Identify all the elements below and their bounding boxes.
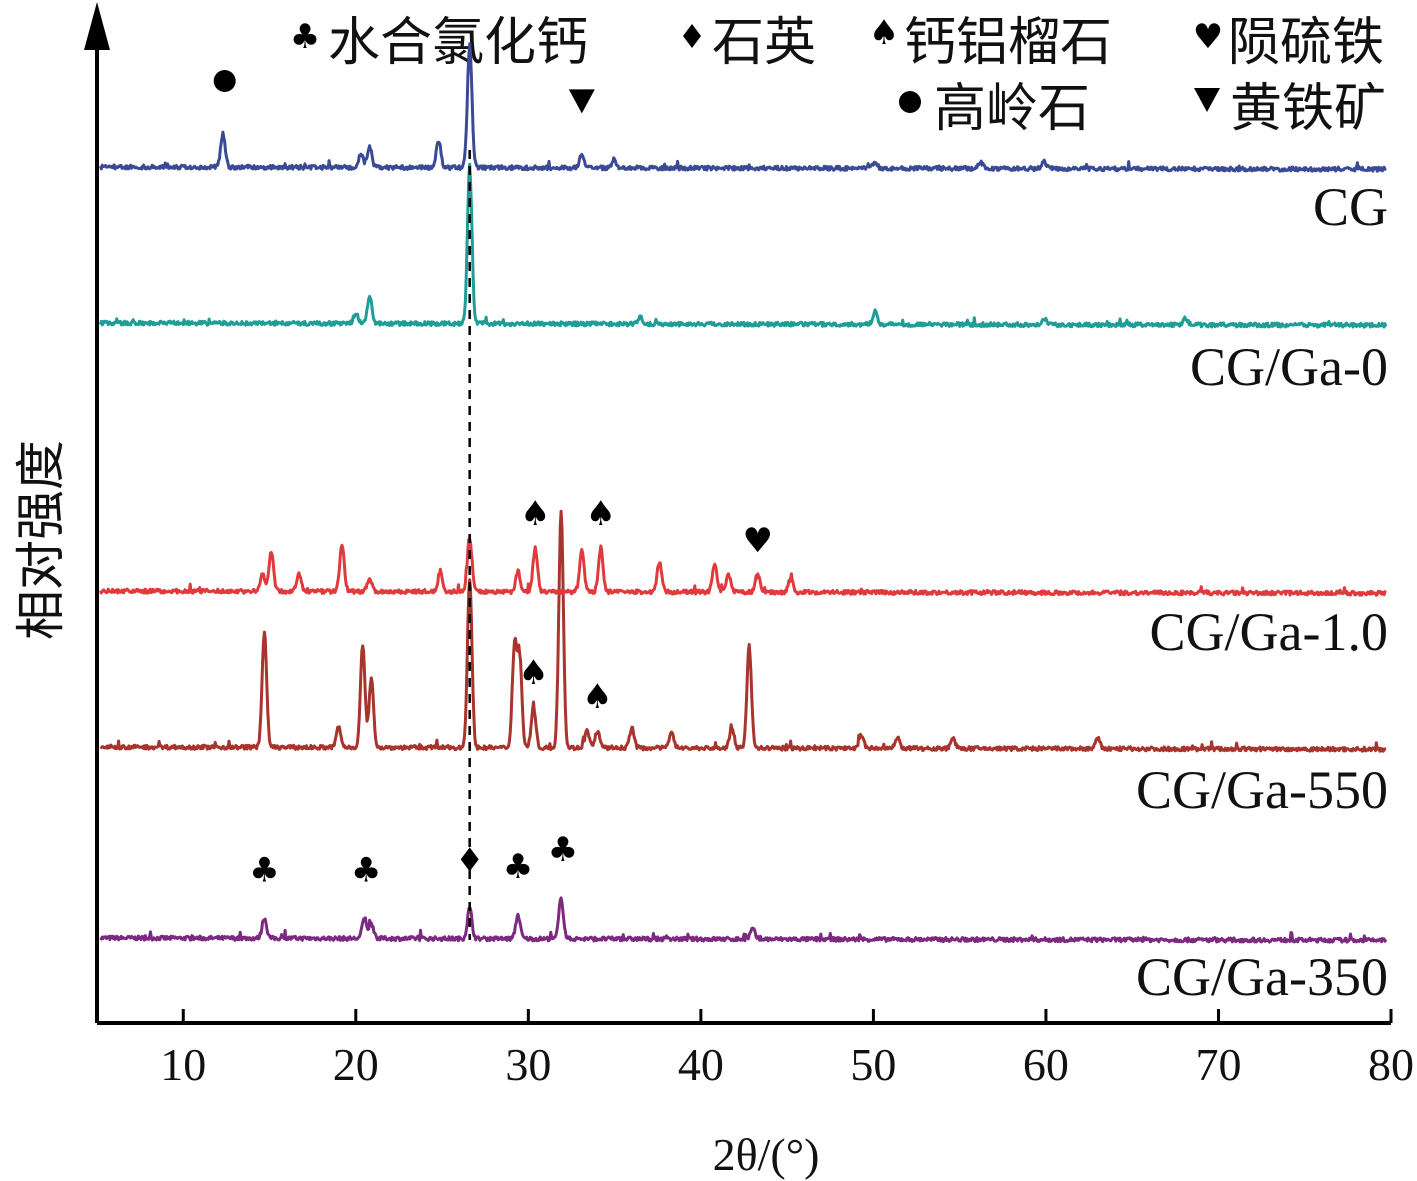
spade-marker: ♠ [586, 494, 616, 534]
series-layer: CG/Ga-350 CG/Ga-550 CG/Ga-1.0 CG/Ga-0 CG [99, 42, 1388, 1007]
legend-entry: ♠ 钙铝榴石 [869, 13, 1112, 72]
diamond-marker [683, 24, 701, 48]
legend-entry: ♥ 陨硫铁 [1193, 15, 1384, 72]
circle-marker [899, 91, 921, 113]
legend-label: 黄铁矿 [1230, 81, 1386, 138]
x-tick-label: 10 [160, 1039, 206, 1090]
x-ticks: 10 20 30 40 50 60 70 80 [160, 1009, 1414, 1090]
legend-label: 水合氯化钙 [328, 15, 588, 72]
triangle-down-marker [1194, 88, 1220, 112]
legend-entry: 黄铁矿 [1194, 81, 1386, 138]
club-marker: ♣ [249, 851, 279, 891]
legend-label: 石英 [712, 15, 816, 72]
series-label: CG/Ga-350 [1136, 947, 1388, 1007]
legend-entry: 高岭石 [899, 81, 1090, 138]
circle-marker [213, 70, 236, 92]
series-line [99, 896, 1388, 944]
y-axis-title: 相对强度 [12, 440, 70, 640]
marker-layer: ♣ ♣ ♣ ♣ ♠ ♠ ♠ ♠ ♥ [213, 70, 773, 891]
x-tick-label: 40 [678, 1039, 724, 1090]
x-tick-label: 50 [850, 1039, 896, 1090]
series-line [99, 509, 1387, 753]
series-label: CG/Ga-550 [1136, 760, 1388, 820]
spade-marker: ♠ [518, 653, 548, 693]
club-marker: ♣ [290, 17, 320, 57]
series-line [99, 162, 1388, 329]
triangle-down-marker [568, 89, 595, 114]
x-tick-label: 60 [1023, 1039, 1069, 1090]
axes [84, 2, 1391, 1025]
heart-marker: ♥ [743, 521, 773, 561]
series-line [99, 537, 1387, 597]
series-label: CG [1313, 177, 1388, 237]
legend-entry: ♣ 水合氯化钙 [290, 15, 588, 72]
series-line [99, 42, 1387, 173]
x-tick-label: 20 [333, 1039, 379, 1090]
club-marker: ♣ [548, 830, 578, 870]
club-marker: ♣ [503, 847, 533, 887]
x-axis-title: 2θ/(°) [713, 1129, 820, 1180]
spade-marker: ♠ [520, 494, 550, 534]
spade-marker: ♠ [869, 13, 899, 53]
legend-label: 高岭石 [934, 81, 1090, 138]
spade-marker: ♠ [582, 677, 612, 717]
series-label: CG/Ga-1.0 [1150, 602, 1388, 662]
x-tick-label: 30 [505, 1039, 551, 1090]
legend-label: 陨硫铁 [1228, 15, 1384, 72]
x-tick-label: 70 [1195, 1039, 1241, 1090]
legend-label: 钙铝榴石 [904, 15, 1112, 72]
series-label: CG/Ga-0 [1190, 337, 1388, 397]
legend-entry: 石英 [683, 15, 816, 72]
heart-marker: ♥ [1193, 17, 1223, 57]
y-axis-arrow [84, 2, 110, 50]
x-tick-label: 80 [1368, 1039, 1414, 1090]
club-marker: ♣ [351, 851, 381, 891]
